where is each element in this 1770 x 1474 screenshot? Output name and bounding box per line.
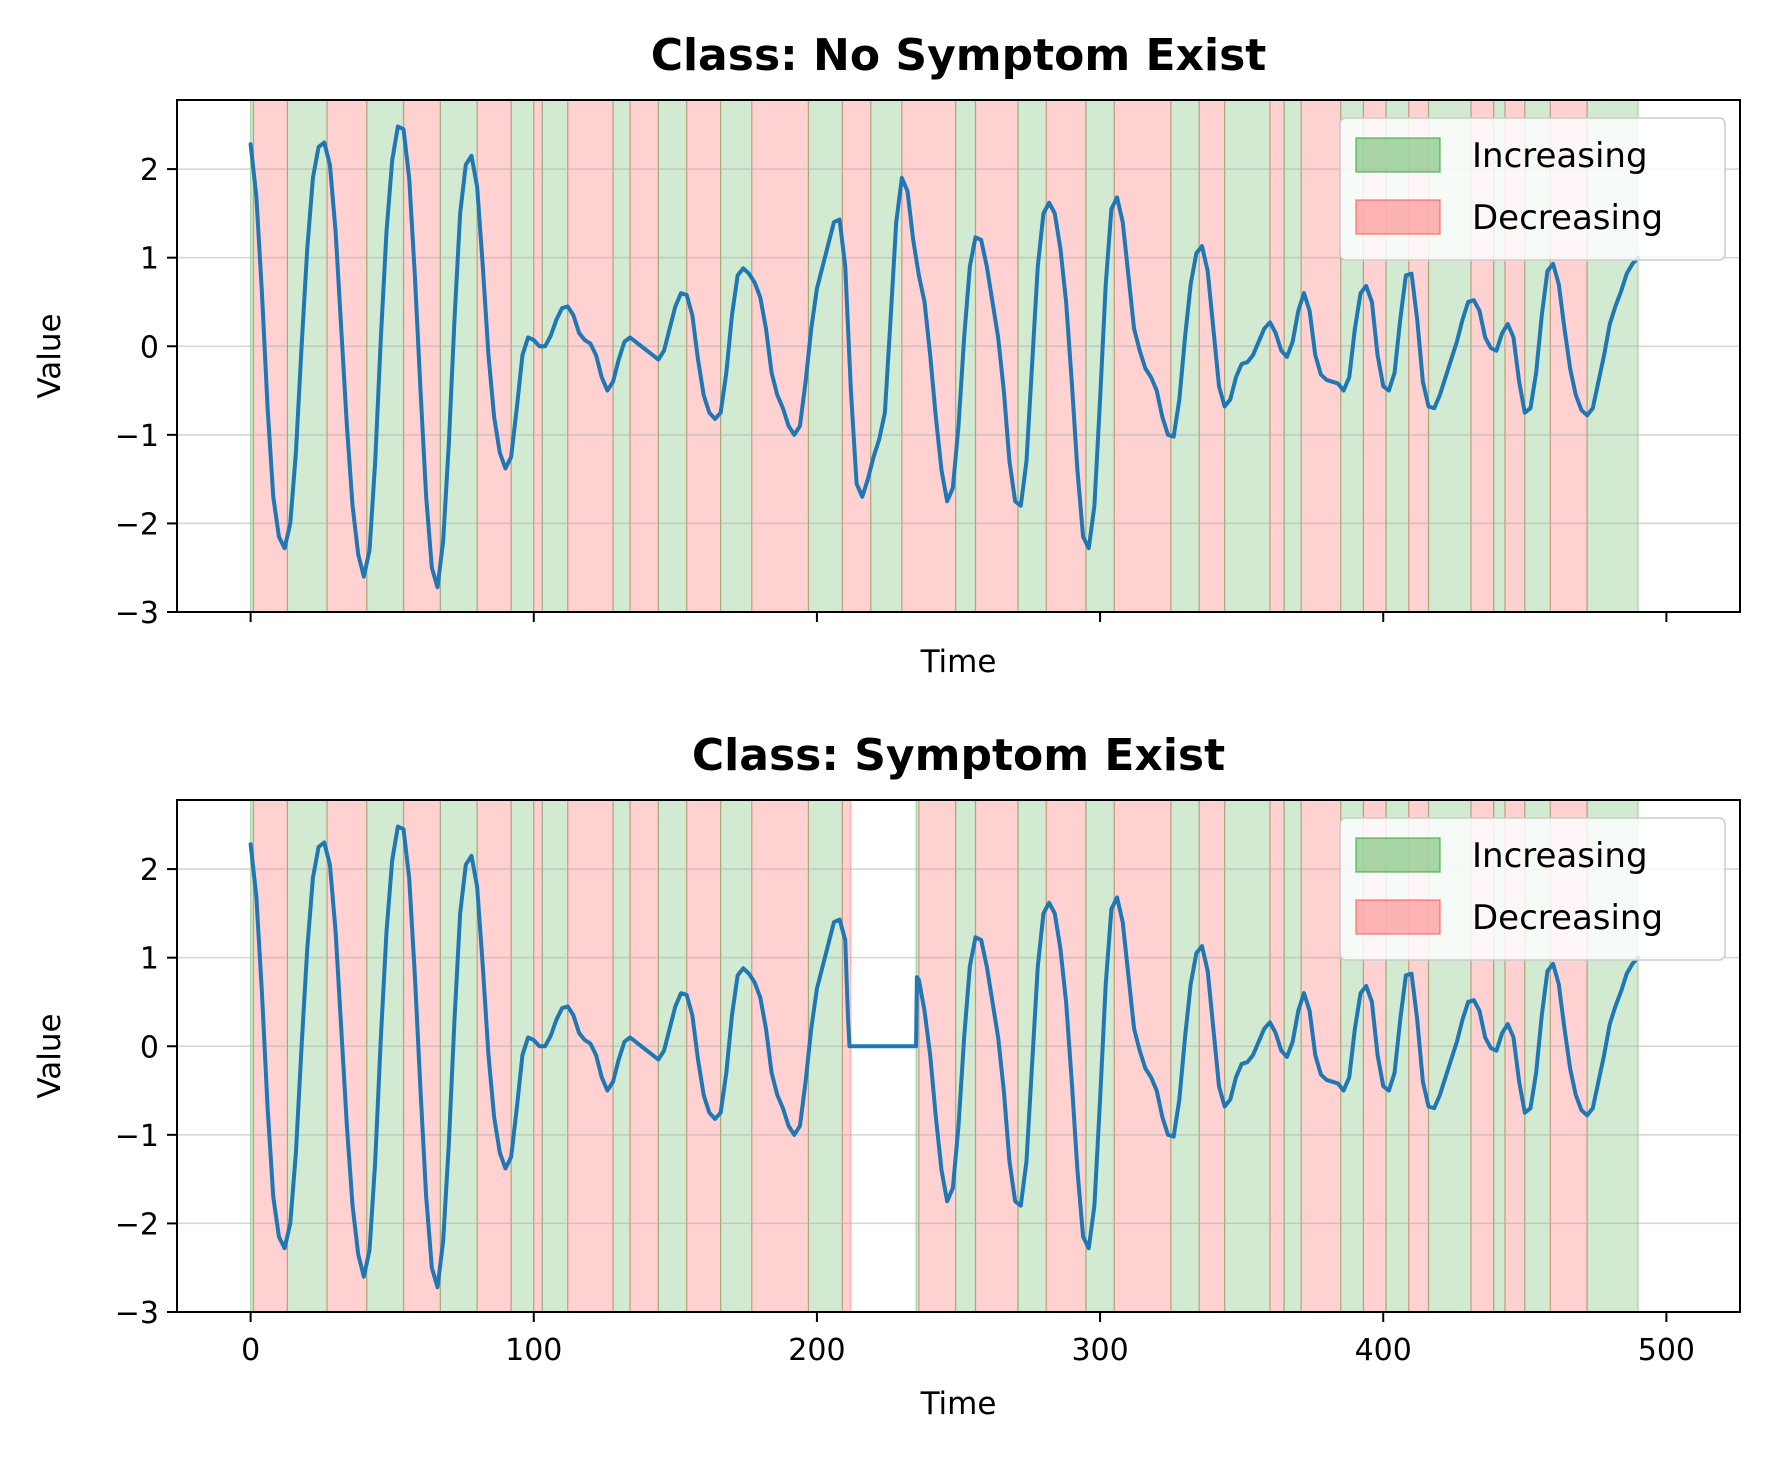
y-tick-label: 2	[140, 853, 159, 888]
x-tick-label: 500	[1638, 1333, 1695, 1368]
x-axis-label: Time	[920, 1386, 997, 1422]
chart-title: Class: No Symptom Exist	[651, 30, 1267, 81]
y-tick-label: 2	[140, 153, 159, 188]
span-increasing-22	[955, 100, 977, 612]
span-decreasing-3	[326, 100, 368, 612]
span-decreasing-33	[1300, 100, 1342, 612]
span-decreasing-17	[751, 100, 810, 612]
legend-swatch-increasing	[1355, 837, 1441, 873]
span-decreasing-23	[974, 800, 1019, 1312]
span-increasing-40	[1493, 100, 1506, 612]
legend-swatch-decreasing	[1355, 899, 1441, 935]
x-tick-label: 400	[1355, 1333, 1412, 1368]
y-tick-label: −2	[115, 1207, 159, 1242]
span-increasing-40	[1493, 800, 1506, 1312]
span-increasing-14	[657, 800, 688, 1312]
y-tick-label: −3	[115, 596, 159, 631]
span-decreasing-7	[476, 800, 512, 1312]
span-increasing-0	[250, 800, 255, 1312]
legend-label-decreasing: Decreasing	[1472, 198, 1663, 238]
axes-frame	[176, 99, 1741, 613]
y-tick-label: −3	[115, 1296, 159, 1331]
legend: Increasing Decreasing	[1339, 817, 1726, 961]
span-decreasing-25	[1045, 100, 1087, 612]
span-decreasing-11	[567, 800, 614, 1312]
x-tick-label: 100	[505, 1333, 562, 1368]
span-increasing-22	[955, 800, 977, 1312]
span-decreasing-33	[1300, 800, 1342, 1312]
span-decreasing-23	[974, 100, 1019, 612]
y-tick-label: −2	[115, 507, 159, 542]
y-axis-label: Value	[32, 313, 68, 398]
span-decreasing-17	[751, 800, 810, 1312]
span-increasing-20	[915, 800, 920, 1312]
span-increasing-16	[720, 100, 753, 612]
span-increasing-6	[439, 100, 478, 612]
span-decreasing-21	[918, 800, 957, 1312]
legend-swatch-increasing	[1355, 137, 1441, 173]
span-increasing-0	[250, 100, 255, 612]
y-axis-label: Value	[32, 1013, 68, 1098]
span-decreasing-3	[326, 800, 368, 1312]
span-decreasing-31	[1269, 800, 1285, 1312]
x-tick-label: 200	[788, 1333, 845, 1368]
span-decreasing-31	[1269, 100, 1285, 612]
y-tick-label: −1	[115, 1119, 159, 1154]
legend-swatch-decreasing	[1355, 199, 1441, 235]
x-tick-label: 300	[1071, 1333, 1128, 1368]
legend: Increasing Decreasing	[1339, 117, 1726, 261]
span-decreasing-9	[533, 800, 543, 1312]
span-increasing-18	[807, 800, 844, 1312]
legend-box	[1339, 117, 1726, 261]
span-decreasing-29	[1198, 100, 1226, 612]
y-tick-label: 0	[140, 1030, 159, 1065]
chart-title: Class: Symptom Exist	[692, 730, 1225, 781]
legend-box	[1339, 817, 1726, 961]
legend-label-increasing: Increasing	[1472, 836, 1648, 876]
span-increasing-30	[1224, 100, 1271, 612]
span-decreasing-1	[252, 100, 289, 612]
span-increasing-6	[439, 800, 478, 1312]
span-decreasing-25	[1045, 800, 1087, 1312]
span-decreasing-11	[567, 100, 614, 612]
y-tick-label: 1	[140, 242, 159, 277]
span-increasing-16	[720, 800, 753, 1312]
legend-label-decreasing: Decreasing	[1472, 898, 1663, 938]
axes-frame	[176, 799, 1741, 1313]
span-increasing-30	[1224, 800, 1271, 1312]
series-line-0	[248, 824, 1641, 1290]
span-decreasing-7	[476, 100, 512, 612]
span-increasing-2	[286, 800, 328, 1312]
span-increasing-20	[870, 100, 903, 612]
span-decreasing-29	[1198, 800, 1226, 1312]
span-increasing-10	[541, 100, 569, 612]
series-line-0	[248, 124, 1641, 590]
span-decreasing-19	[841, 100, 872, 612]
chart-panel-1: −3 −2 −1 0 1 2 Time Value Class: No Symptom Exis…	[32, 30, 1741, 680]
chart-panel-2: −3 −2 −1 0 1 2 0 100 200 300 400 500 Time Value Class:…	[32, 730, 1741, 1422]
y-tick-label: 0	[140, 330, 159, 365]
span-decreasing-1	[252, 800, 289, 1312]
y-tick-label: −1	[115, 419, 159, 454]
span-decreasing-15	[686, 800, 722, 1312]
y-tick-label: 1	[140, 942, 159, 977]
span-increasing-18	[807, 100, 844, 612]
span-decreasing-9	[533, 100, 543, 612]
span-decreasing-19	[841, 800, 852, 1312]
span-increasing-10	[541, 800, 569, 1312]
x-axis-label: Time	[920, 644, 997, 680]
x-tick-label: 0	[241, 1333, 260, 1368]
legend-label-increasing: Increasing	[1472, 136, 1648, 176]
span-increasing-2	[286, 100, 328, 612]
span-decreasing-15	[686, 100, 722, 612]
